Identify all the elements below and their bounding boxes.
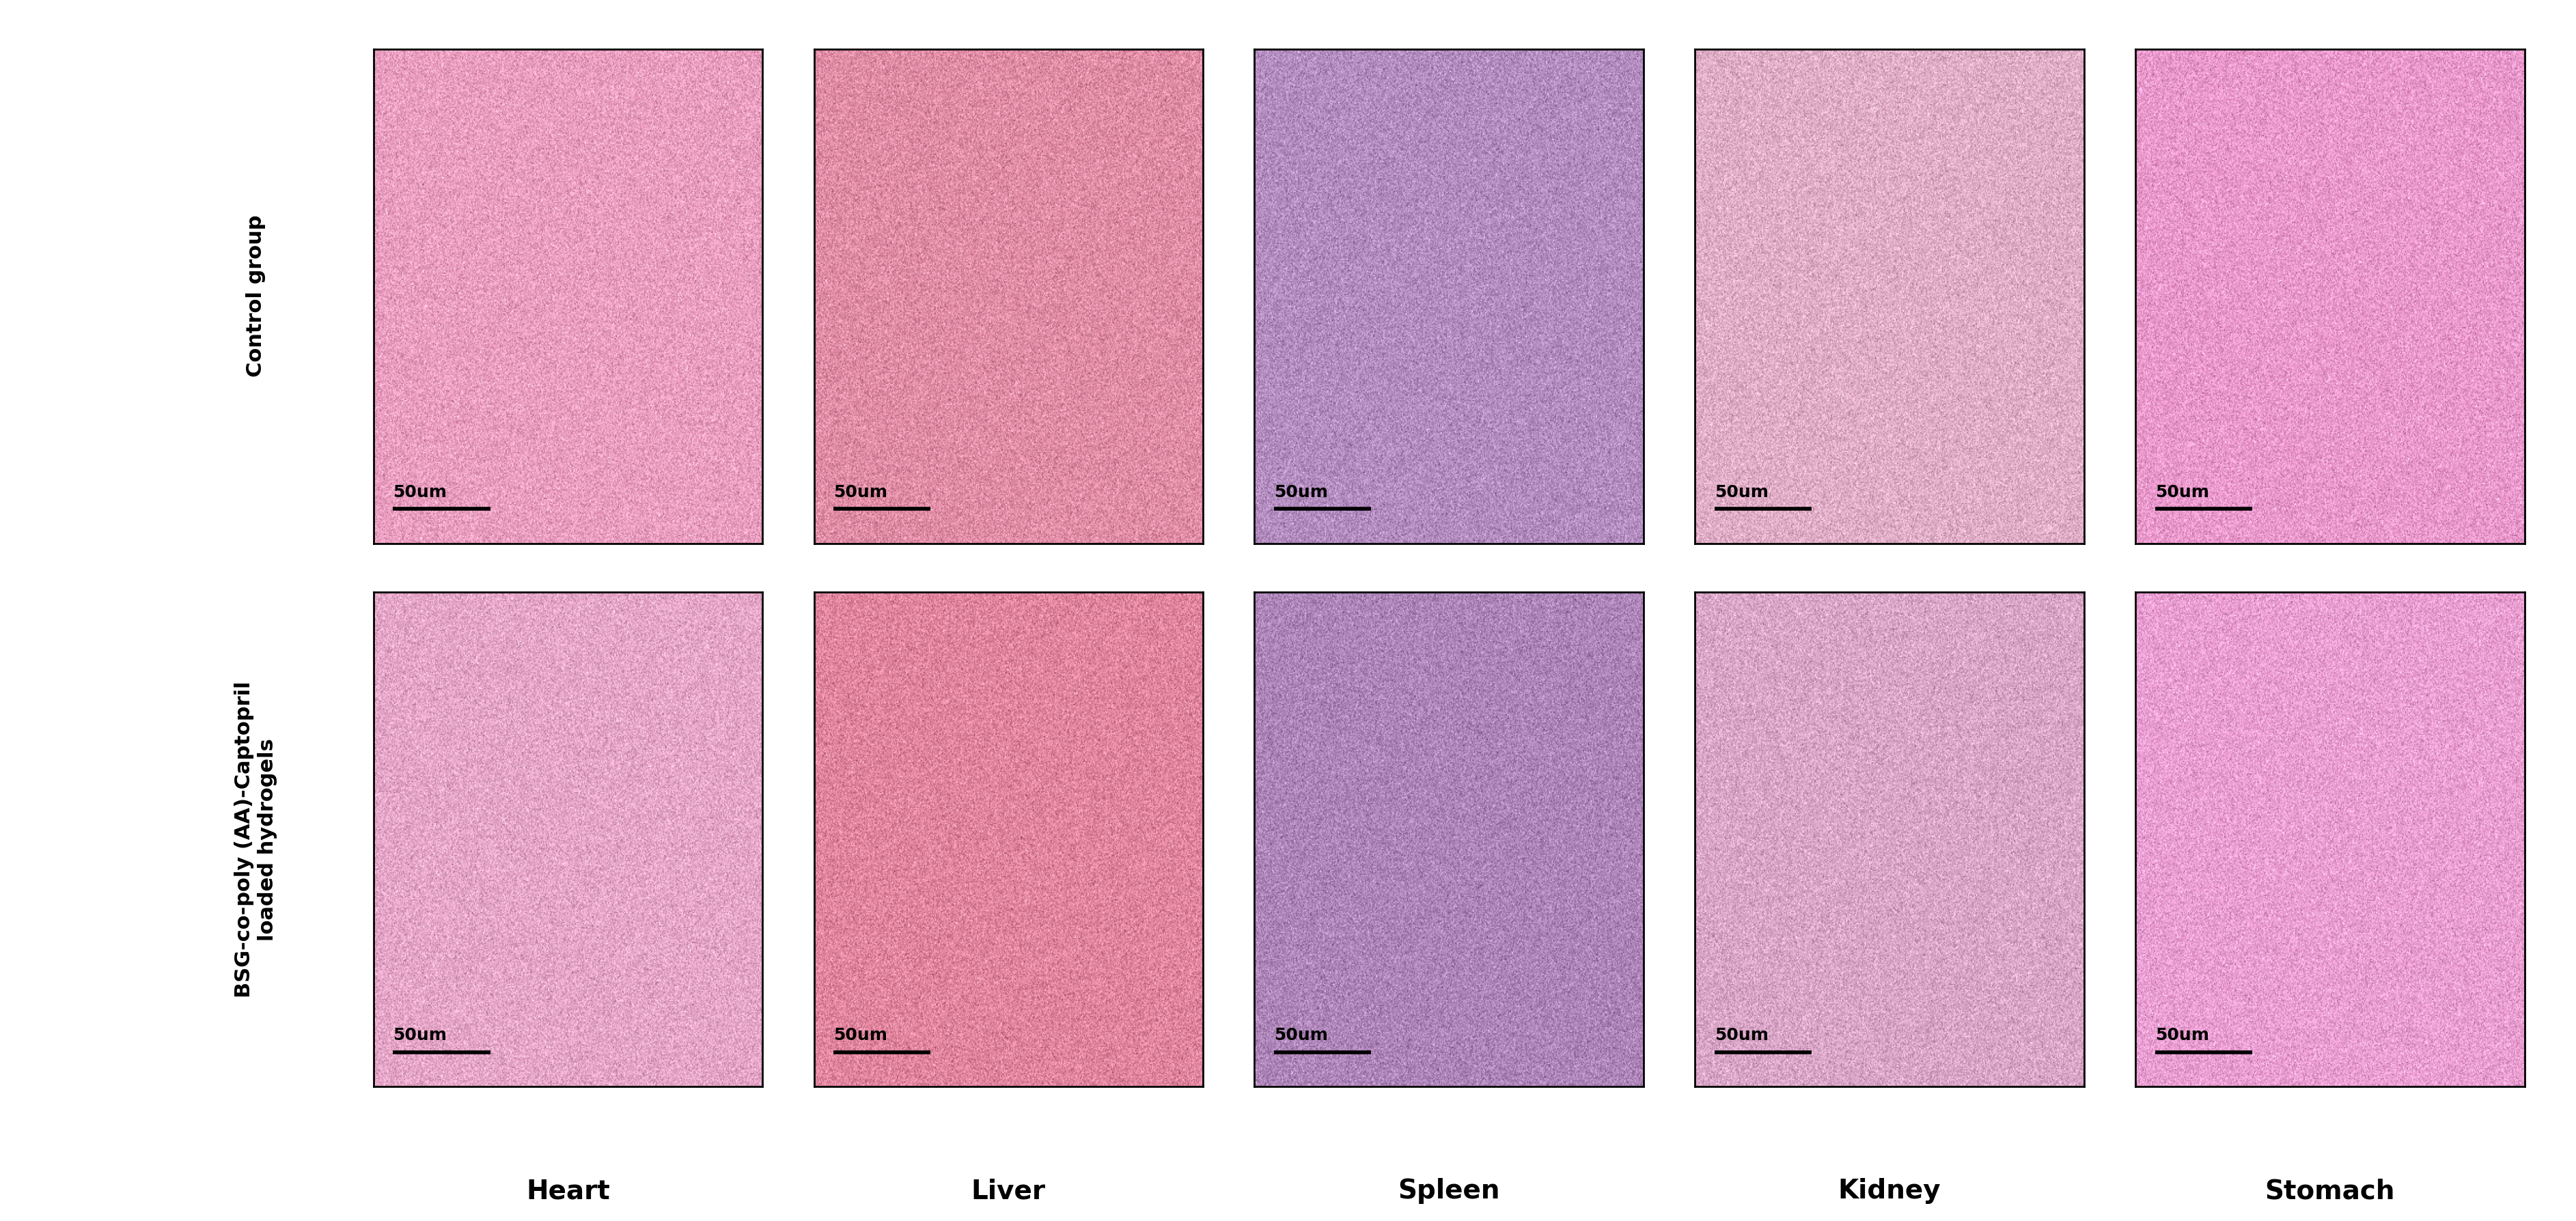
Text: 50um: 50um — [1716, 1027, 1767, 1044]
Text: 50um: 50um — [2156, 484, 2208, 501]
Text: 50um: 50um — [2156, 1027, 2208, 1044]
Text: Kidney: Kidney — [1839, 1178, 1940, 1204]
Text: 50um: 50um — [835, 1027, 886, 1044]
Text: Heart: Heart — [526, 1178, 611, 1204]
Text: 50um: 50um — [1275, 1027, 1327, 1044]
Text: Spleen: Spleen — [1399, 1178, 1499, 1204]
Text: 50um: 50um — [835, 484, 886, 501]
Text: BSG-co-poly (AA)-Captopril
loaded hydrogels: BSG-co-poly (AA)-Captopril loaded hydrog… — [234, 681, 278, 998]
Text: Control group: Control group — [245, 215, 265, 377]
Text: 50um: 50um — [394, 1027, 446, 1044]
Text: 50um: 50um — [1275, 484, 1327, 501]
Text: 50um: 50um — [1716, 484, 1767, 501]
Text: Liver: Liver — [971, 1178, 1046, 1204]
Text: Stomach: Stomach — [2264, 1178, 2396, 1204]
Text: 50um: 50um — [394, 484, 446, 501]
